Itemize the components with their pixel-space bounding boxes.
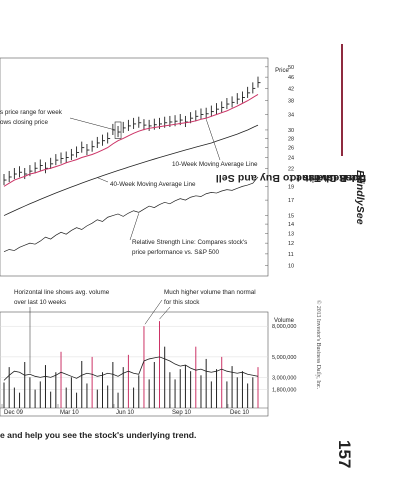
x-tick-label: Sep 10 [172,410,192,416]
callout-box [114,121,122,139]
price-tick-label: 11 [288,252,294,258]
annotation-volume-avg-2: over last 10 weeks [14,299,66,306]
x-tick-label: Jun 10 [116,410,135,416]
volume-tick-label: 8,000,000 [272,324,296,330]
price-tick-label: 22 [288,166,294,172]
annotation-high-volume-1: Much higher volume than normal [164,289,256,296]
annotation-pointer [69,117,116,131]
price-tick-label: 13 [288,231,294,237]
price-tick-label: 26 [288,146,294,152]
price-tick-label: 17 [288,198,294,204]
price-tick-label: 19 [288,184,294,190]
x-tick-label: Dec 09 [4,410,24,416]
volume-axis-label: Volume [274,318,295,324]
volume-average-line [3,356,259,381]
price-tick-label: 38 [288,99,294,105]
price-tick-label: 24 [288,156,294,162]
volume-tick-label: 1,800,000 [272,388,296,394]
price-panel-frame [0,57,269,277]
price-tick-label: 46 [288,75,294,81]
annotation-rs-line-1: Relative Strength Line: Compares stock's [132,239,247,246]
annotation-pointer [144,299,163,325]
price-axis-label: Price [275,68,289,74]
price-tick-label: 30 [288,128,294,134]
volume-tick-label: 3,000,000 [272,375,296,381]
running-title: Don't Invest Blindly: Use Charts to See … [215,170,366,225]
annotation-40wk-ma: 40-Week Moving Average Line [110,181,196,188]
annotation-pointer [159,306,171,320]
annotation-pointer [129,213,140,241]
annotation-rs-line-2: price performance vs. S&P 500 [132,249,220,256]
price-tick-label: 12 [288,241,294,247]
volume-panel-frame [0,311,269,417]
price-tick-label: 28 [288,136,294,142]
x-tick-label: Mar 10 [60,410,79,416]
page-number: 157 [335,440,354,469]
annotation-high-volume-2: for this stock [164,299,200,306]
annotation-closing-price: ows closing price [0,119,48,126]
x-tick-label: Dec 10 [230,410,250,416]
price-tick-label: 15 [288,214,294,220]
price-tick-label: 42 [288,86,294,92]
annotation-volume-avg-1: Horizontal line shows avg. volume [14,289,110,296]
annotation-price-range: s price range for week [0,109,63,116]
chapter-rule [341,44,343,156]
ma10-line [3,93,259,187]
price-tick-label: 14 [288,222,294,228]
volume-tick-label: 5,000,000 [272,355,296,361]
annotation-pointer [97,177,109,183]
ma40-line [3,124,259,216]
relative-strength-line [3,176,259,252]
price-tick-label: 50 [288,65,294,71]
price-tick-label: 34 [288,112,294,118]
copyright-notice: © 2013 Investor's Business Daily, Inc. [315,300,321,389]
price-tick-label: 10 [288,264,294,270]
annotation-pointer [205,119,221,161]
annotation-10wk-ma: 10-Week Moving Average Line [172,161,258,168]
figure-caption: e and help you see the stock's underlyin… [0,430,197,440]
